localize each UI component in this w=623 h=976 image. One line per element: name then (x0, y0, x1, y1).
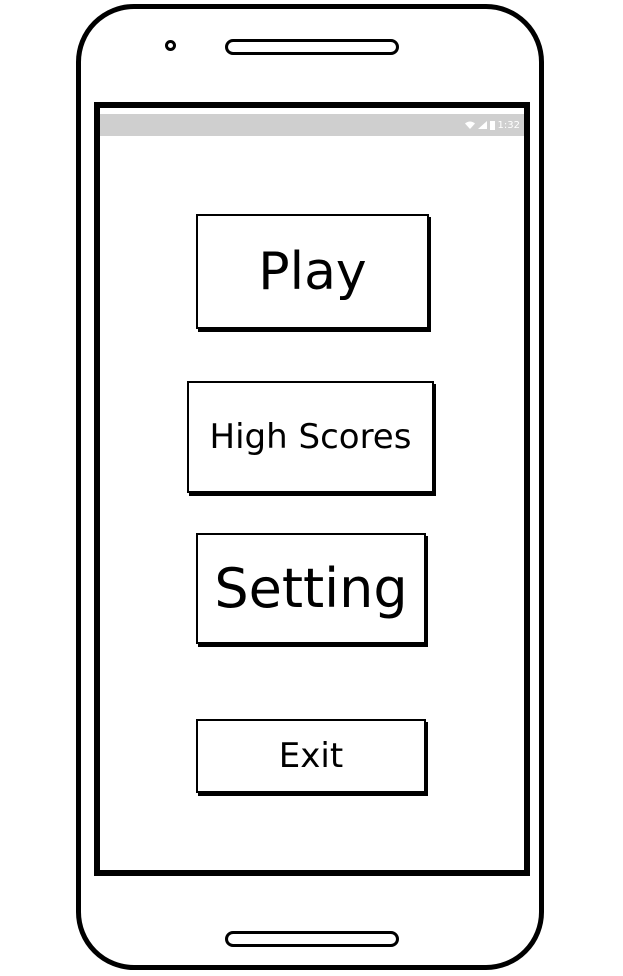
play-button[interactable]: Play (196, 214, 429, 329)
setting-button[interactable]: Setting (196, 533, 426, 644)
bottom-speaker (225, 931, 399, 947)
battery-icon (489, 120, 495, 130)
wifi-icon (464, 121, 475, 129)
exit-button[interactable]: Exit (196, 719, 426, 793)
high-scores-button[interactable]: High Scores (187, 381, 434, 493)
status-time: 1:32 (497, 119, 520, 131)
status-icons: 1:32 (464, 116, 520, 134)
signal-icon (477, 121, 487, 129)
status-bar: 1:32 (100, 114, 524, 136)
camera-icon (165, 40, 176, 51)
top-speaker (225, 39, 399, 55)
